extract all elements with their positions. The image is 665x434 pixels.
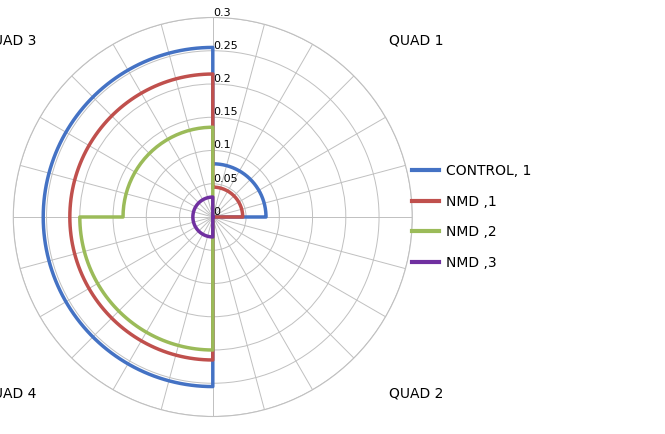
Legend: CONTROL, 1, NMD ,1, NMD ,2, NMD ,3: CONTROL, 1, NMD ,1, NMD ,2, NMD ,3 — [406, 158, 537, 276]
NMD ,3 — [200, 197, 207, 202]
NMD ,1 — [164, 350, 172, 355]
NMD ,2 — [171, 342, 179, 347]
NMD ,3 — [209, 214, 217, 220]
NMD ,3 — [209, 214, 217, 220]
CONTROL, 1 — [209, 214, 217, 220]
NMD ,1 — [209, 214, 217, 220]
CONTROL, 1 — [209, 214, 217, 220]
Line: NMD ,2: NMD ,2 — [80, 127, 213, 350]
CONTROL, 1 — [238, 170, 246, 175]
NMD ,2 — [209, 214, 217, 220]
NMD ,2 — [209, 214, 217, 220]
NMD ,3 — [209, 214, 217, 220]
NMD ,3 — [209, 214, 217, 220]
NMD ,1 — [209, 214, 217, 220]
NMD ,1 — [209, 214, 217, 220]
NMD ,2 — [168, 135, 176, 140]
NMD ,3 — [203, 233, 211, 239]
Text: QUAD 4: QUAD 4 — [0, 386, 37, 400]
NMD ,3 — [209, 234, 217, 240]
NMD ,2 — [209, 214, 217, 220]
CONTROL, 1 — [209, 214, 217, 220]
Text: QUAD 3: QUAD 3 — [0, 34, 37, 48]
NMD ,1 — [209, 357, 217, 362]
Text: QUAD 1: QUAD 1 — [389, 34, 444, 48]
NMD ,1 — [209, 184, 217, 190]
NMD ,2 — [209, 214, 217, 220]
NMD ,2 — [209, 214, 217, 220]
NMD ,1 — [225, 189, 233, 194]
CONTROL, 1 — [209, 161, 217, 166]
Line: NMD ,3: NMD ,3 — [193, 197, 213, 237]
NMD ,3 — [209, 214, 217, 220]
CONTROL, 1 — [135, 62, 143, 67]
NMD ,3 — [209, 214, 217, 220]
CONTROL, 1 — [209, 161, 217, 166]
NMD ,1 — [209, 184, 217, 190]
CONTROL, 1 — [209, 384, 217, 389]
NMD ,2 — [209, 214, 217, 220]
Text: QUAD 2: QUAD 2 — [389, 386, 444, 400]
NMD ,2 — [209, 347, 217, 352]
NMD ,1 — [209, 184, 217, 190]
NMD ,1 — [147, 85, 155, 91]
Line: CONTROL, 1: CONTROL, 1 — [43, 47, 266, 387]
Line: NMD ,1: NMD ,1 — [70, 74, 243, 360]
CONTROL, 1 — [156, 375, 164, 381]
CONTROL, 1 — [211, 161, 219, 166]
